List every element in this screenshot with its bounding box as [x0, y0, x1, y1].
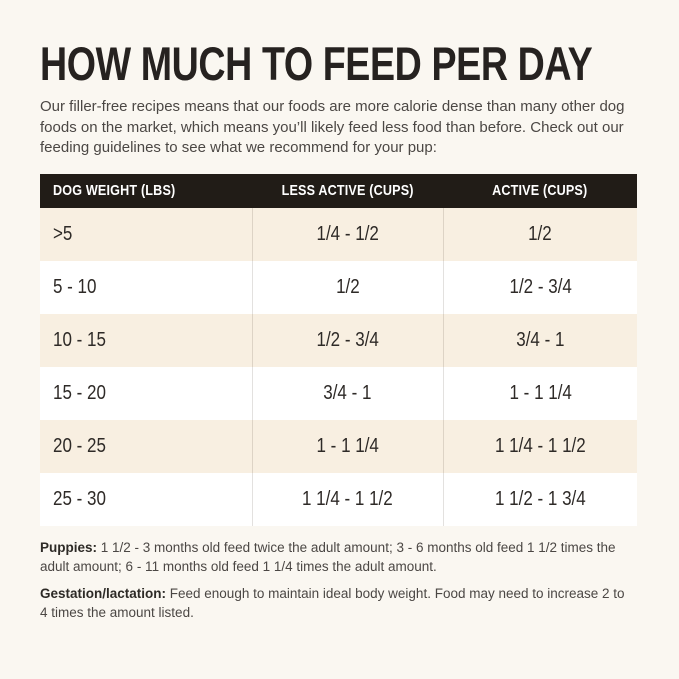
table-row: 20 - 25 1 - 1 1/4 1 1/4 - 1 1/2	[40, 419, 637, 473]
cell-active: 1 - 1 1/4	[442, 366, 637, 420]
cell-weight: 10 - 15	[40, 313, 252, 367]
page-title: HOW MUCH TO FEED PER DAY	[40, 37, 593, 90]
cell-active: 3/4 - 1	[442, 313, 637, 367]
cell-less-active: 1/4 - 1/2	[251, 207, 443, 261]
cell-weight: 15 - 20	[40, 366, 252, 420]
table-row: 10 - 15 1/2 - 3/4 3/4 - 1	[40, 313, 637, 367]
cell-weight: 25 - 30	[40, 472, 252, 526]
note-puppies-text: 1 1/2 - 3 months old feed twice the adul…	[40, 539, 616, 574]
cell-weight: 5 - 10	[40, 260, 252, 314]
note-puppies: Puppies: 1 1/2 - 3 months old feed twice…	[40, 538, 634, 576]
cell-weight: >5	[40, 207, 252, 261]
cell-active: 1/2 - 3/4	[442, 260, 637, 314]
cell-active: 1 1/2 - 1 3/4	[442, 472, 637, 526]
cell-less-active: 1/2	[251, 260, 443, 314]
table-row: 5 - 10 1/2 1/2 - 3/4	[40, 260, 637, 314]
note-gestation-label: Gestation/lactation:	[40, 585, 167, 601]
cell-less-active: 1 1/4 - 1 1/2	[251, 472, 443, 526]
note-gestation-text: Feed enough to maintain ideal body weigh…	[40, 585, 625, 620]
cell-less-active: 1 - 1 1/4	[251, 419, 443, 473]
footnotes: Puppies: 1 1/2 - 3 months old feed twice…	[40, 538, 634, 622]
table-row: 15 - 20 3/4 - 1 1 - 1 1/4	[40, 366, 637, 420]
table-row: 25 - 30 1 1/4 - 1 1/2 1 1/2 - 1 3/4	[40, 472, 637, 526]
header-active: ACTIVE (CUPS)	[443, 173, 637, 208]
intro-text: Our filler-free recipes means that our f…	[40, 98, 625, 156]
cell-active: 1/2	[442, 207, 637, 261]
feeding-table-body: >5 1/4 - 1/2 1/2 5 - 10 1/2 1/2 - 3/4 10…	[40, 207, 637, 526]
cell-weight: 20 - 25	[40, 419, 252, 473]
header-row: DOG WEIGHT (LBS) LESS ACTIVE (CUPS) ACTI…	[40, 173, 637, 208]
cell-less-active: 3/4 - 1	[251, 366, 443, 420]
header-less-active: LESS ACTIVE (CUPS)	[252, 173, 443, 208]
cell-less-active: 1/2 - 3/4	[251, 313, 443, 367]
table-row: >5 1/4 - 1/2 1/2	[40, 207, 637, 261]
feeding-table-header: DOG WEIGHT (LBS) LESS ACTIVE (CUPS) ACTI…	[40, 173, 637, 208]
header-dog-weight: DOG WEIGHT (LBS)	[40, 173, 252, 208]
note-gestation: Gestation/lactation: Feed enough to main…	[40, 584, 634, 622]
cell-active: 1 1/4 - 1 1/2	[442, 419, 637, 473]
feeding-table: DOG WEIGHT (LBS) LESS ACTIVE (CUPS) ACTI…	[40, 173, 637, 526]
note-puppies-label: Puppies:	[40, 539, 98, 555]
